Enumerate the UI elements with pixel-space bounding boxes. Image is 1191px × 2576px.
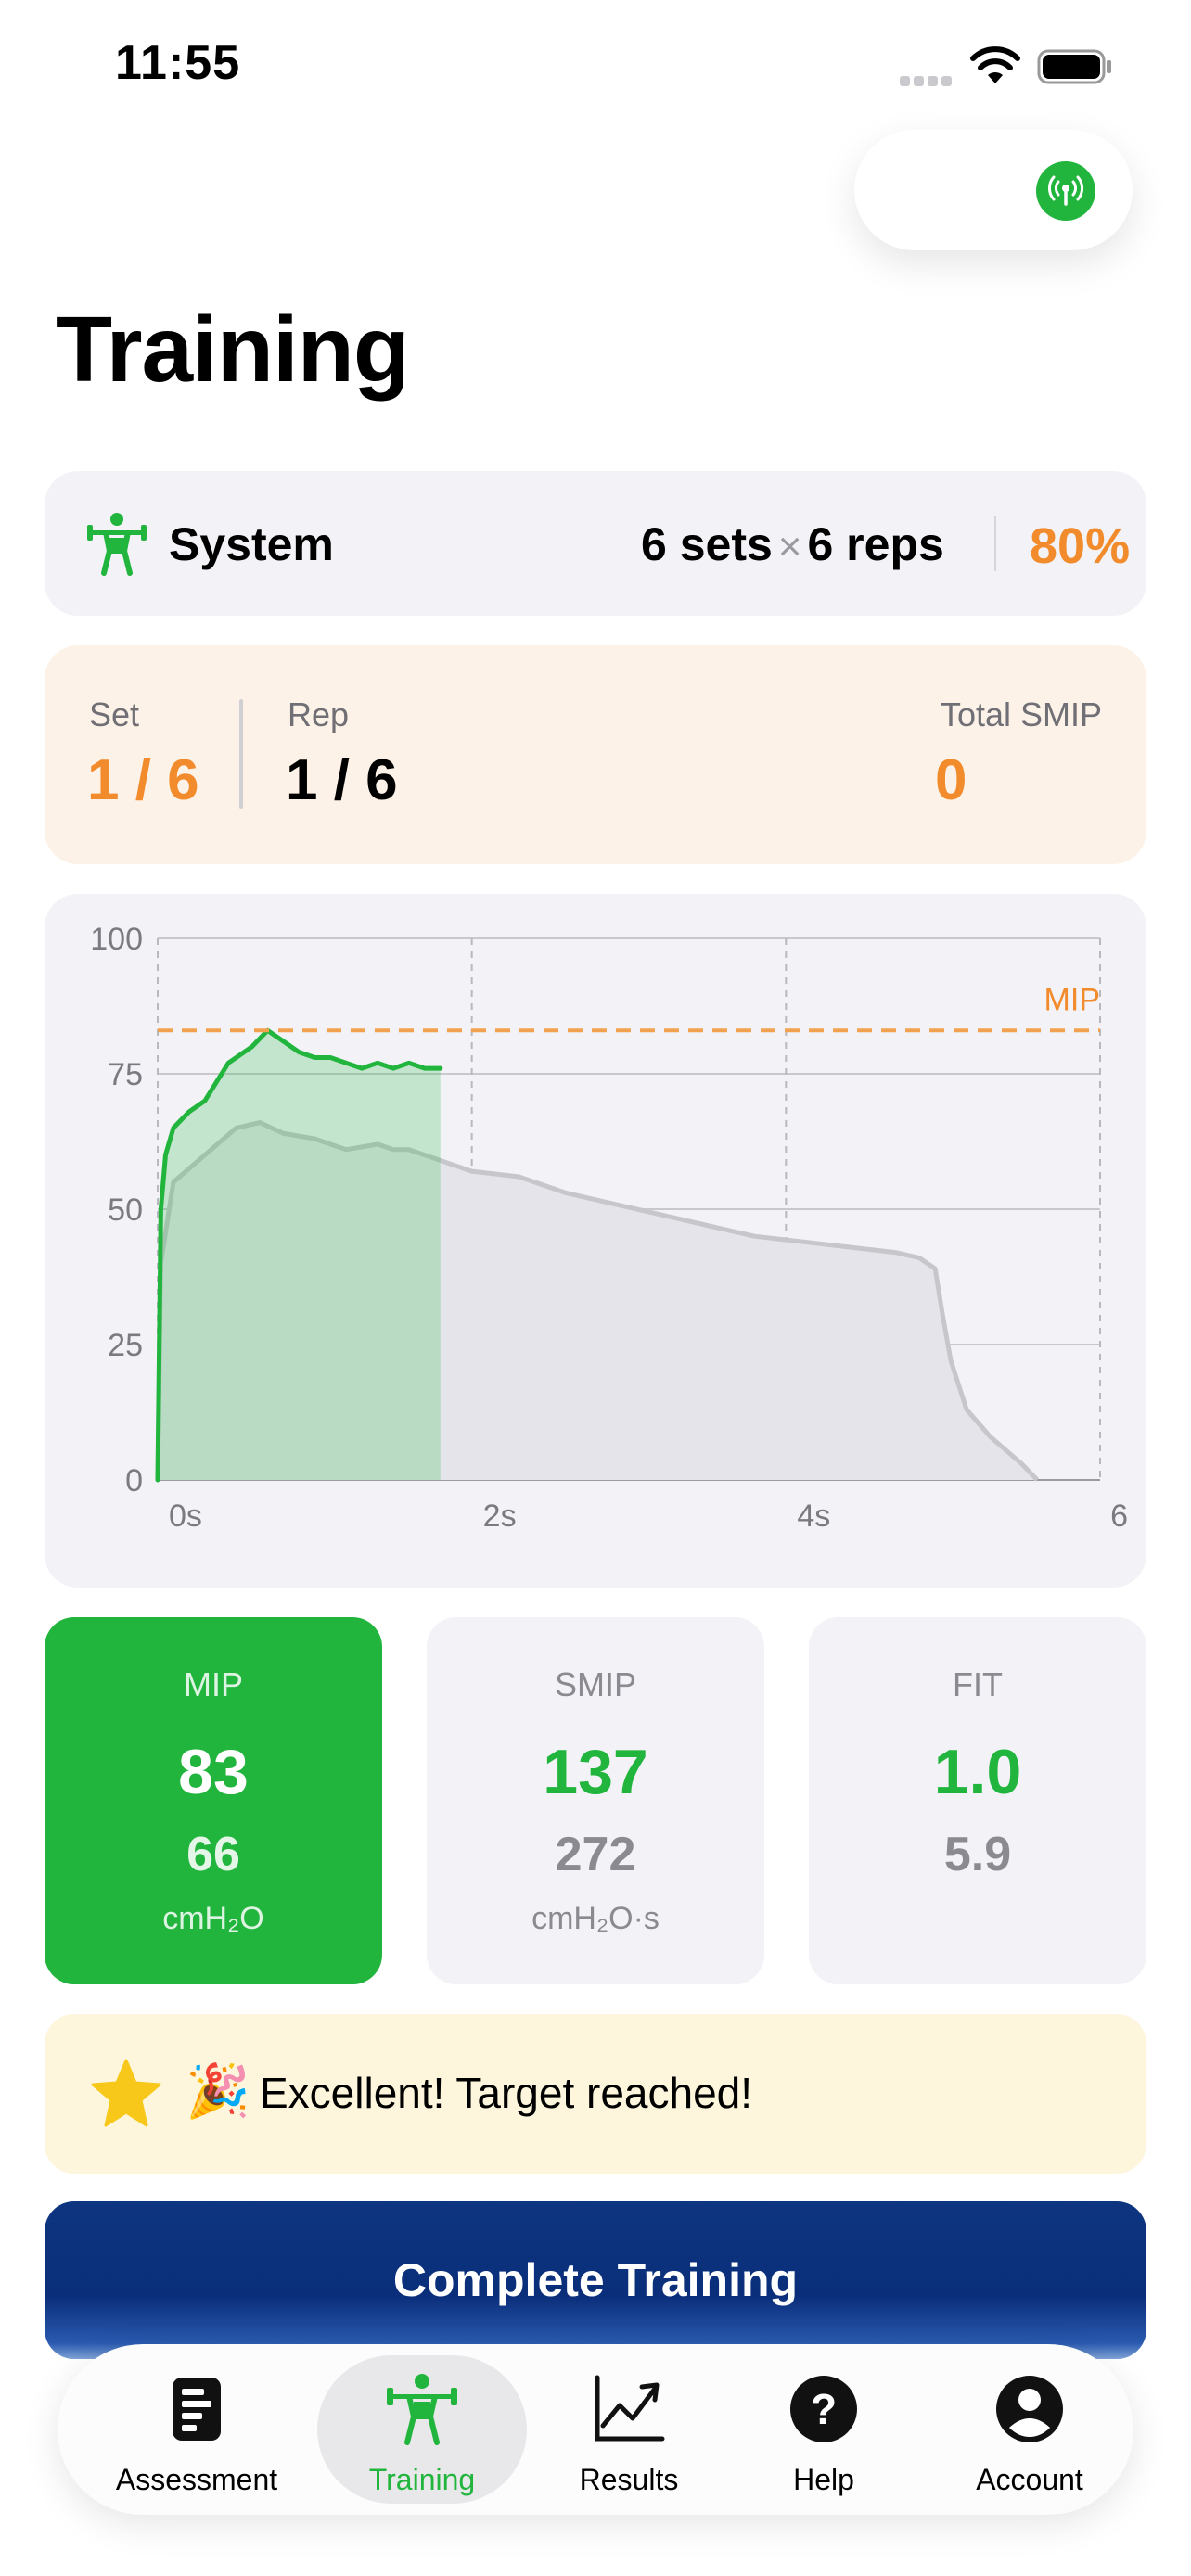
y-tick-label: 50 — [108, 1192, 143, 1228]
program-reps: 6 reps — [807, 518, 944, 570]
metric-unit: cmH₂O — [162, 1901, 264, 1936]
divider — [994, 516, 996, 571]
x-tick-label: 4s — [797, 1498, 830, 1534]
status-time: 11:55 — [115, 36, 241, 90]
set-label: Set — [89, 695, 140, 733]
metric-main-value: 137 — [543, 1737, 648, 1807]
star-icon — [89, 2057, 163, 2131]
reference-line — [155, 1120, 1040, 1482]
account-icon — [992, 2372, 1067, 2446]
wifi-icon — [969, 45, 1021, 85]
tab-label: Help — [793, 2463, 854, 2496]
program-name: System — [169, 518, 334, 570]
broadcast-icon — [1036, 161, 1095, 221]
reference-area — [158, 1122, 1038, 1480]
program-sets: 6 sets — [641, 518, 773, 570]
metric-card-mip[interactable]: MIP 83 66 cmH₂O — [45, 1617, 382, 1984]
complete-training-button[interactable]: Complete Training — [45, 2201, 1146, 2359]
pressure-chart: 0 25 50 75 100 0s 2s 4s 6 MIP — [90, 922, 1128, 1534]
help-icon: ? — [787, 2372, 861, 2446]
tab-bar: Assessment Training Results — [58, 2344, 1133, 2515]
metric-title: MIP — [183, 1665, 243, 1703]
x-tick-label: 2s — [483, 1498, 517, 1534]
metric-card-fit[interactable]: FIT 1.0 5.9 — [809, 1617, 1146, 1984]
tab-help[interactable]: ? Help — [740, 2344, 907, 2515]
program-sets-reps: 6 sets × 6 reps — [641, 517, 944, 571]
current-area — [158, 1030, 441, 1480]
metric-main-value: 83 — [178, 1737, 249, 1807]
set-value: 1 / 6 — [87, 748, 199, 812]
y-tick-label: 0 — [125, 1463, 143, 1498]
program-card[interactable]: System 6 sets × 6 reps 80% — [45, 471, 1146, 616]
progress-card: Set 1 / 6 Rep 1 / 6 Total SMIP 0 — [45, 645, 1146, 864]
y-tick-label: 100 — [90, 922, 143, 957]
party-popper-icon: 🎉 — [186, 2061, 250, 2122]
divider — [239, 699, 243, 809]
x-tick-label: 6 — [1110, 1498, 1128, 1534]
metric-card-smip[interactable]: SMIP 137 272 cmH₂O·s — [427, 1617, 764, 1984]
metric-secondary-value: 272 — [555, 1828, 636, 1881]
metric-secondary-value: 66 — [186, 1828, 240, 1881]
tab-label: Account — [976, 2463, 1083, 2496]
pressure-chart-card: 0 25 50 75 100 0s 2s 4s 6 MIP — [45, 894, 1146, 1588]
training-icon — [385, 2372, 459, 2446]
tab-account[interactable]: Account — [937, 2344, 1122, 2515]
tab-label: Results — [579, 2463, 679, 2496]
success-banner: 🎉 Excellent! Target reached! — [45, 2014, 1146, 2174]
times-symbol: × — [777, 524, 802, 569]
current-line — [155, 1027, 443, 1483]
rep-label: Rep — [288, 695, 350, 733]
banner-text: Excellent! Target reached! — [260, 2069, 753, 2117]
metric-secondary-value: 5.9 — [943, 1828, 1012, 1881]
target-label: MIP — [1044, 982, 1100, 1017]
total-smip-label: Total SMIP — [940, 695, 1102, 733]
battery-icon — [1037, 48, 1113, 85]
tab-results[interactable]: Results — [545, 2344, 712, 2515]
metric-unit: cmH₂O·s — [531, 1901, 660, 1936]
svg-text:?: ? — [811, 2385, 837, 2433]
metric-title: SMIP — [554, 1665, 636, 1703]
page-title: Training — [56, 298, 410, 402]
weightlifter-icon — [83, 510, 150, 577]
metric-main-value: 1.0 — [933, 1737, 1022, 1807]
program-intensity: 80% — [1030, 518, 1131, 574]
tab-label: Assessment — [115, 2463, 278, 2496]
cellular-signal-icon — [900, 74, 955, 86]
total-smip-value: 0 — [935, 748, 967, 812]
metric-title: FIT — [953, 1665, 1003, 1703]
tab-label: Training — [368, 2463, 476, 2496]
y-tick-label: 25 — [108, 1328, 143, 1363]
results-icon — [592, 2372, 666, 2446]
assessment-icon — [160, 2372, 234, 2446]
device-connection-pill[interactable] — [854, 130, 1133, 250]
y-tick-label: 75 — [108, 1057, 143, 1092]
tab-assessment[interactable]: Assessment — [58, 2344, 336, 2515]
tab-training[interactable]: Training — [317, 2344, 527, 2515]
rep-value: 1 / 6 — [286, 748, 398, 812]
x-tick-label: 0s — [169, 1498, 202, 1534]
